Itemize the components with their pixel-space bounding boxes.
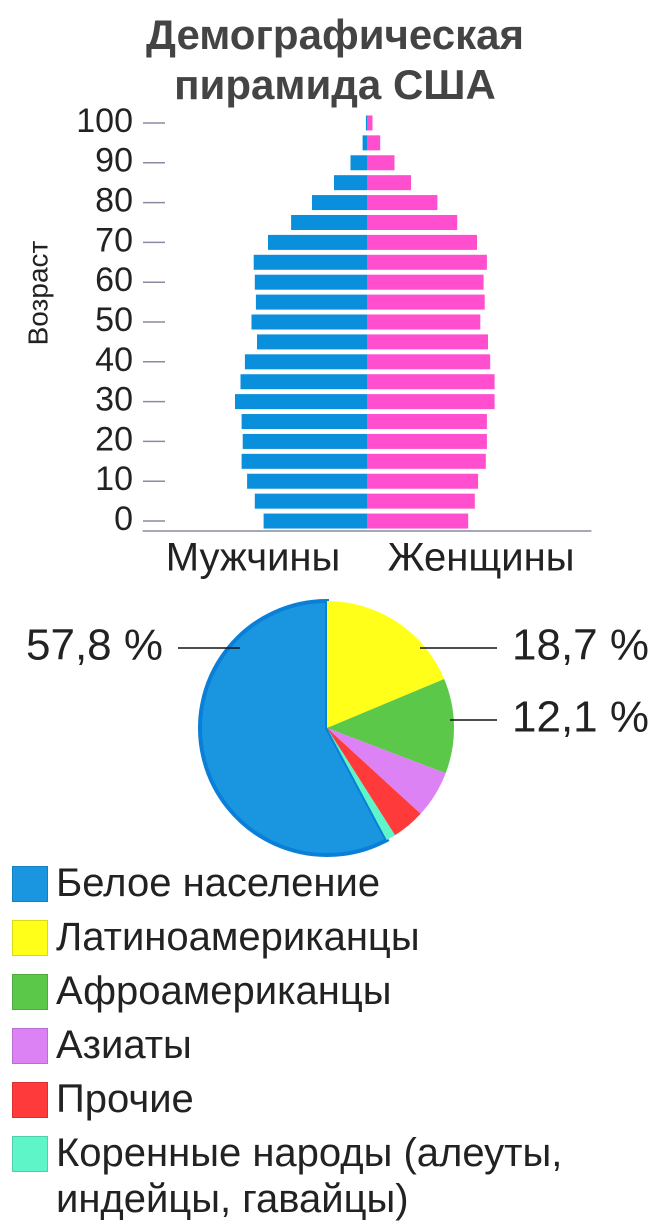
bar (367, 135, 381, 151)
bar (367, 433, 487, 449)
bar (241, 414, 367, 430)
chart-title: Демографическая пирамида США (146, 11, 524, 108)
y-tick-label: 50 (95, 301, 133, 339)
y-tick-label: 60 (95, 261, 133, 299)
legend-swatch (12, 866, 48, 902)
legend-label: Афроамериканцы (56, 969, 392, 1013)
bar (291, 214, 367, 230)
bar (365, 115, 367, 131)
legend-item: Белое население (12, 860, 667, 906)
y-tick-label: 10 (95, 460, 133, 498)
bar (367, 234, 477, 250)
bar (247, 473, 367, 489)
bar (367, 254, 487, 270)
bar (367, 493, 475, 509)
bar (253, 254, 367, 270)
bar (367, 394, 495, 410)
y-tick-label: 20 (95, 420, 133, 458)
y-tick-label: 70 (95, 221, 133, 259)
data-label: 18,7 % (512, 621, 649, 670)
bar (263, 513, 367, 529)
bar (362, 135, 367, 151)
bar (367, 195, 438, 211)
y-tick-label: 90 (95, 142, 133, 180)
bar (367, 473, 479, 489)
pie-slice (327, 601, 445, 728)
legend-item: Прочие (12, 1076, 667, 1122)
bar (367, 314, 481, 330)
legend: Белое население Латиноамериканцы Афроамери… (12, 860, 667, 1230)
legend-swatch (12, 1136, 48, 1172)
legend-swatch (12, 1082, 48, 1118)
pie-slice (327, 728, 396, 841)
bar (242, 433, 367, 449)
legend-item: Афроамериканцы (12, 968, 667, 1014)
bar (367, 374, 495, 390)
legend-label: Латиноамериканцы (56, 915, 420, 959)
bar (251, 314, 367, 330)
legend-swatch (12, 920, 48, 956)
data-label: 12,1 % (512, 693, 649, 742)
bar (367, 334, 488, 350)
bar (240, 374, 367, 390)
legend-label: Прочие (56, 1077, 194, 1121)
pie-slice (327, 679, 454, 774)
bar (367, 115, 373, 131)
series-label: Мужчины (166, 536, 341, 580)
y-axis-label: Возраст (22, 240, 53, 345)
legend-item: Латиноамериканцы (12, 914, 667, 960)
y-tick-label: 80 (95, 182, 133, 220)
bar (367, 414, 487, 430)
y-tick-label: 100 (76, 102, 133, 140)
bar (255, 294, 367, 310)
bar (367, 155, 395, 171)
bar (241, 453, 367, 469)
legend-label: Белое население (56, 861, 381, 905)
bar (334, 175, 367, 191)
legend-label: Коренные народы (алеуты, индейцы, гавайц… (56, 1131, 563, 1221)
bar (367, 214, 458, 230)
bar (254, 274, 367, 290)
bar (254, 493, 367, 509)
bar (244, 354, 367, 370)
data-label: 57,8 % (26, 621, 163, 670)
legend-item: Коренные народы (алеуты, индейцы, гавайц… (12, 1130, 667, 1222)
y-tick-label: 40 (95, 341, 133, 379)
bar (312, 195, 367, 211)
bar (367, 453, 486, 469)
bar (367, 294, 485, 310)
bar (367, 274, 484, 290)
series-label: Женщины (388, 536, 575, 580)
bar (268, 234, 367, 250)
pie-slice (327, 728, 446, 814)
bar (257, 334, 367, 350)
page: Демографическая пирамида США Возраст 0 10… (12, 11, 649, 1221)
legend-item: Азиаты (12, 1022, 667, 1068)
bar (350, 155, 367, 171)
legend-swatch (12, 1028, 48, 1064)
legend-swatch (12, 974, 48, 1010)
bar (367, 175, 411, 191)
pie-slice (198, 598, 390, 857)
y-tick-label: 30 (95, 381, 133, 419)
bar (367, 354, 491, 370)
y-tick-label: 0 (114, 500, 133, 538)
bar (235, 394, 367, 410)
legend-label: Азиаты (56, 1023, 192, 1067)
pie-slice (327, 728, 421, 836)
bar (367, 513, 469, 529)
